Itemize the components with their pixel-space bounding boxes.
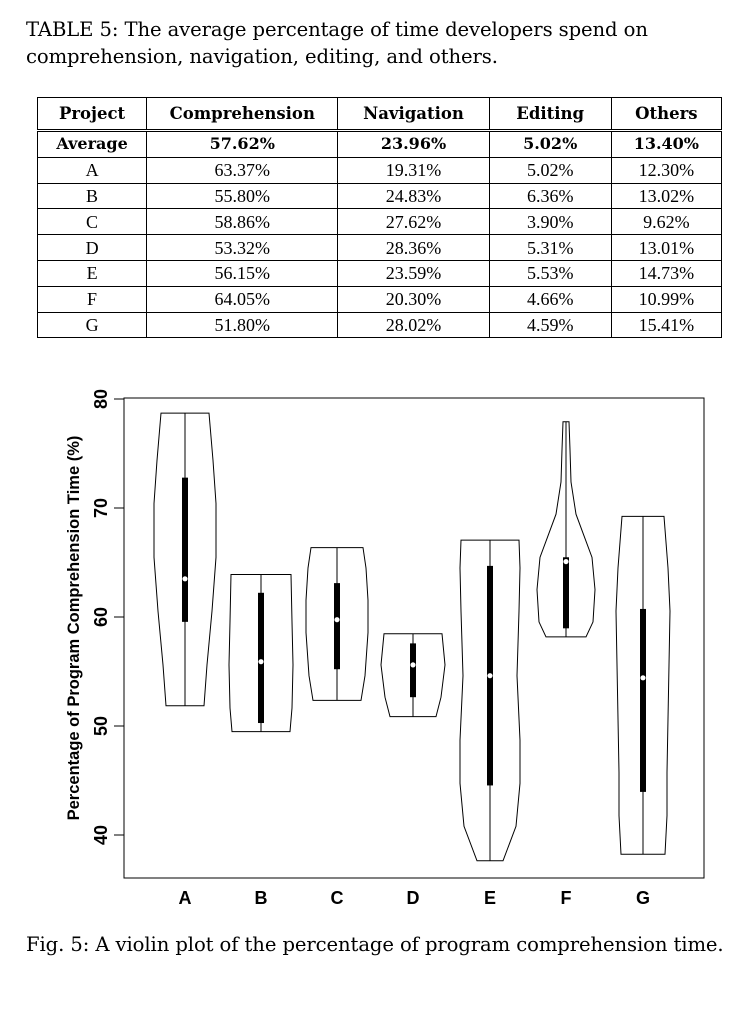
plot-frame [123,397,705,879]
violin-median [563,558,569,565]
table-row-average: Average 57.62% 23.96% 5.02% 13.40% [36,130,723,158]
y-axis-label: Percentage of Program Comprehension Time… [65,436,83,821]
table-cell: B [36,183,148,210]
violin-iqr-box [258,592,264,724]
table-cell: E [36,260,148,287]
table-cell: 4.66% [488,286,612,313]
table-cell: 23.96% [337,130,490,158]
violin-E: E [459,539,521,908]
table-cell: 14.73% [610,260,723,287]
table-cell: 24.83% [337,183,490,210]
table-cell: 5.02% [488,157,612,184]
violin-A: A [153,412,217,908]
table-row: D 53.32% 28.36% 5.31% 13.01% [36,234,723,261]
table-caption: TABLE 5: The average percentage of time … [26,18,648,68]
violin-median [334,617,340,623]
table-cell: 6.36% [488,183,612,210]
table-header-row: Project Comprehension Navigation Editing… [36,97,723,132]
x-category-label: A [179,888,192,908]
violin-median [640,675,646,681]
column-header: Comprehension [146,97,339,132]
violin-G: G [615,515,671,908]
table-cell: G [36,312,148,339]
violin-median [410,662,416,668]
table-row: B 55.80% 24.83% 6.36% 13.02% [36,183,723,210]
violin-B: B [228,574,294,908]
x-category-label: D [407,888,420,908]
table-cell: 56.15% [146,260,339,287]
table-cell: 13.01% [610,234,723,261]
table-cell: 20.30% [337,286,490,313]
x-category-label: C [331,888,344,908]
x-category-label: F [561,888,572,908]
table-cell: A [36,157,148,184]
table-cell: 28.02% [337,312,490,339]
column-header: Navigation [337,97,490,132]
table-cell: 3.90% [488,208,612,236]
violin-iqr-box [640,608,646,792]
violin-D: D [380,633,446,908]
table-cell: 55.80% [146,183,339,210]
violin-F: F [536,421,596,908]
y-tick-label: 80 [91,389,111,409]
y-tick-label: 70 [91,498,111,518]
table-cell: F [36,286,148,313]
table-row: A 63.37% 19.31% 5.02% 12.30% [36,157,723,184]
violin-median [487,673,493,679]
x-category-label: B [255,888,268,908]
violin-C: C [305,547,369,908]
table-cell: 13.02% [610,183,723,210]
table-cell: 13.40% [610,130,723,158]
table-cell: Average [36,130,148,158]
table-row: G 51.80% 28.02% 4.59% 15.41% [36,312,723,339]
x-category-label: E [484,888,496,908]
x-category-label: G [636,888,650,908]
table-cell: 4.59% [488,312,612,339]
table-cell: C [36,208,148,236]
y-tick-label: 40 [91,825,111,845]
table-cell: 53.32% [146,234,339,261]
column-header: Project [36,97,148,132]
table-cell: 15.41% [610,312,723,339]
table-cell: 5.31% [488,234,612,261]
table-cell: 63.37% [146,157,339,184]
table-cell: 23.59% [337,260,490,287]
table-row: E 56.15% 23.59% 5.53% 14.73% [36,260,723,287]
table-cell: 9.62% [610,208,723,236]
table-cell: 64.05% [146,286,339,313]
table-row: F 64.05% 20.30% 4.66% 10.99% [36,286,723,313]
table-cell: D [36,234,148,261]
table-cell: 58.86% [146,208,339,236]
figure-caption: Fig. 5: A violin plot of the percentage … [26,933,724,956]
table-cell: 10.99% [610,286,723,313]
table-cell: 28.36% [337,234,490,261]
table-cell: 12.30% [610,157,723,184]
y-tick-label: 60 [91,607,111,627]
table-cell: 27.62% [337,208,490,236]
violin-median [182,576,188,582]
violin-iqr-box [563,557,569,629]
violin-iqr-box [182,477,188,622]
violin-median [258,659,264,665]
table-row: C 58.86% 27.62% 3.90% 9.62% [36,208,723,236]
column-header: Editing [488,97,612,132]
y-tick-label: 50 [91,716,111,736]
table-cell: 19.31% [337,157,490,184]
violin-plot: 80 70 60 50 40 Percentage of Program Com… [65,389,705,908]
table-cell: 51.80% [146,312,339,339]
violin-iqr-box [334,583,340,670]
table-cell: 57.62% [146,130,339,158]
column-header: Others [610,97,723,132]
results-table: Project Comprehension Navigation Editing… [36,97,723,339]
violin-iqr-box [410,643,416,698]
